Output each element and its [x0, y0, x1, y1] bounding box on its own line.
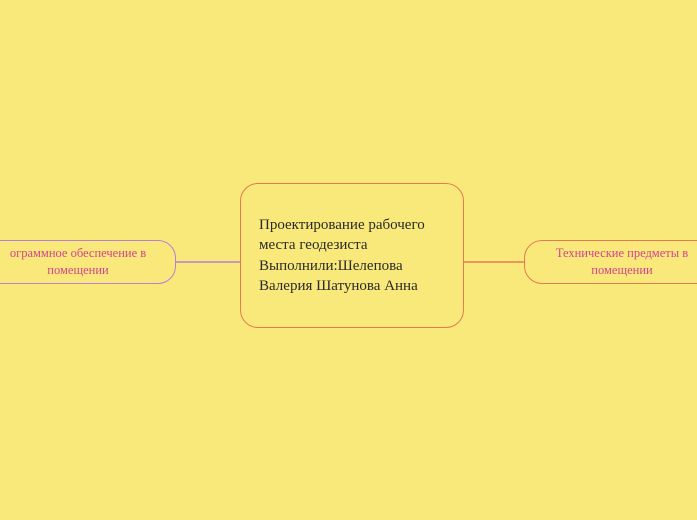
right-node[interactable]: Технические предметы в помещении [524, 240, 697, 284]
left-node[interactable]: ограммное обеспечение в помещении [0, 240, 176, 284]
left-node-text: ограммное обеспечение в помещении [0, 245, 167, 279]
center-node[interactable]: Проектирование рабочего места геодезиста… [240, 183, 464, 328]
center-node-text: Проектирование рабочего места геодезиста… [259, 215, 445, 296]
mindmap-canvas: Проектирование рабочего места геодезиста… [0, 0, 697, 520]
right-node-text: Технические предметы в помещении [533, 245, 697, 279]
